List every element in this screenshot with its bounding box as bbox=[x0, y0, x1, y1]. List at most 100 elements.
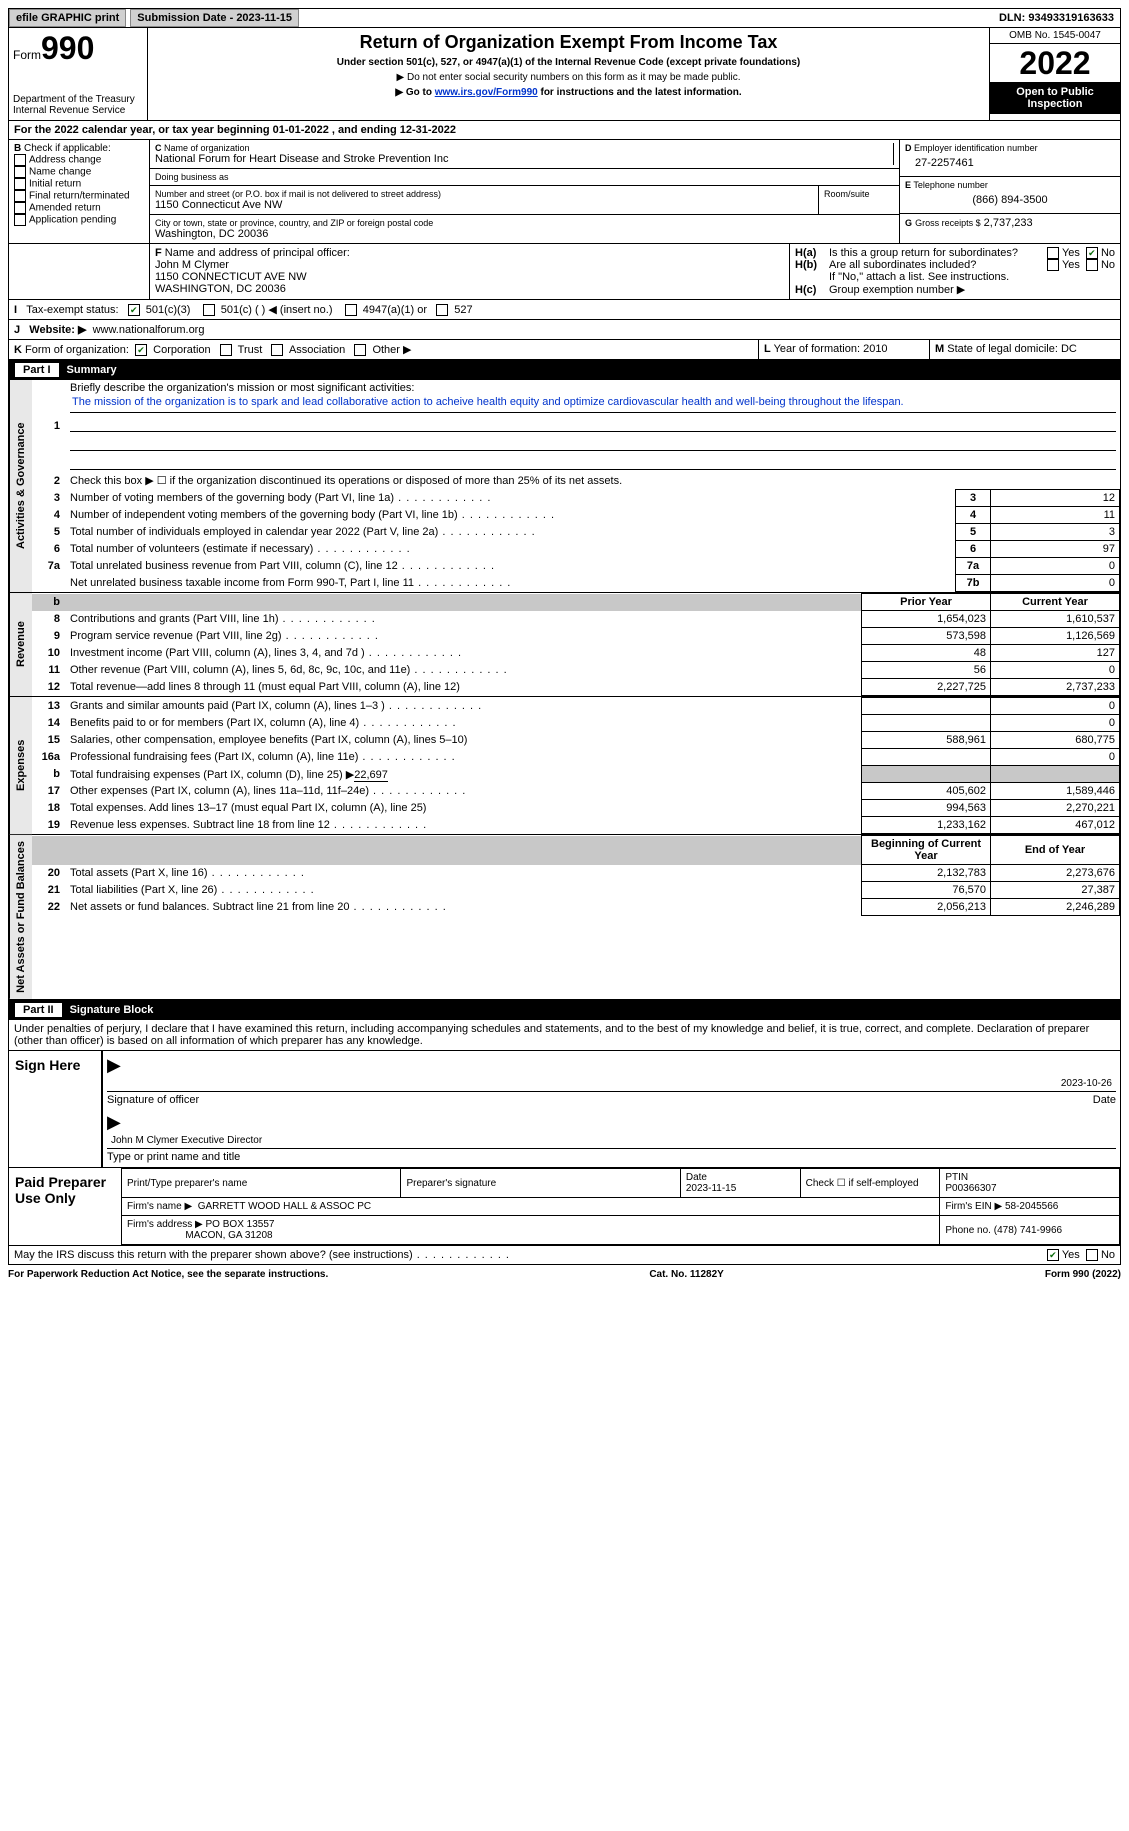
p18: 994,563 bbox=[862, 800, 991, 817]
c13: 0 bbox=[991, 698, 1120, 715]
fundraising-exp: 22,697 bbox=[354, 769, 388, 782]
corp-checkbox[interactable] bbox=[135, 344, 147, 356]
paid-preparer-label: Paid Preparer Use Only bbox=[9, 1168, 121, 1245]
trust-checkbox[interactable] bbox=[220, 344, 232, 356]
entity-block: B Check if applicable: Address change Na… bbox=[8, 140, 1121, 244]
other-checkbox[interactable] bbox=[354, 344, 366, 356]
ha-yes-checkbox[interactable] bbox=[1047, 247, 1059, 259]
part-i-header: Part I Summary bbox=[8, 360, 1121, 380]
room-suite-label: Room/suite bbox=[819, 186, 899, 214]
revenue-side-label: Revenue bbox=[9, 593, 32, 696]
submission-date: Submission Date - 2023-11-15 bbox=[130, 9, 299, 27]
part-ii-header: Part II Signature Block bbox=[8, 1000, 1121, 1020]
officer-addr1: 1150 CONNECTICUT AVE NW bbox=[155, 271, 784, 283]
c19: 467,012 bbox=[991, 817, 1120, 834]
ha-no-checkbox[interactable] bbox=[1086, 247, 1098, 259]
ptin: P00366307 bbox=[945, 1183, 996, 1194]
p19: 1,233,162 bbox=[862, 817, 991, 834]
form-header: Form990 Department of the Treasury Inter… bbox=[8, 28, 1121, 121]
c9: 1,126,569 bbox=[991, 628, 1120, 645]
address-change-checkbox[interactable] bbox=[14, 154, 26, 166]
officer-name: John M Clymer bbox=[155, 259, 784, 271]
p22: 2,056,213 bbox=[862, 899, 991, 916]
assoc-checkbox[interactable] bbox=[271, 344, 283, 356]
netassets-side-label: Net Assets or Fund Balances bbox=[9, 835, 32, 999]
c17: 1,589,446 bbox=[991, 783, 1120, 800]
p10: 48 bbox=[862, 645, 991, 662]
c22: 2,246,289 bbox=[991, 899, 1120, 916]
netassets-section: Net Assets or Fund Balances Beginning of… bbox=[8, 835, 1121, 1000]
page-footer: For Paperwork Reduction Act Notice, see … bbox=[8, 1265, 1121, 1284]
ssn-note: ▶ Do not enter social security numbers o… bbox=[152, 72, 985, 83]
4947-checkbox[interactable] bbox=[345, 304, 357, 316]
c8: 1,610,537 bbox=[991, 611, 1120, 628]
hb-no-checkbox[interactable] bbox=[1086, 259, 1098, 271]
preparer-table: Print/Type preparer's name Preparer's si… bbox=[121, 1168, 1120, 1245]
527-checkbox[interactable] bbox=[436, 304, 448, 316]
discuss-no-checkbox[interactable] bbox=[1086, 1249, 1098, 1261]
form-subtitle: Under section 501(c), 527, or 4947(a)(1)… bbox=[152, 57, 985, 68]
expenses-side-label: Expenses bbox=[9, 697, 32, 834]
p20: 2,132,783 bbox=[862, 865, 991, 882]
website: www.nationalforum.org bbox=[93, 324, 205, 336]
v6: 97 bbox=[991, 541, 1120, 558]
c10: 127 bbox=[991, 645, 1120, 662]
name-change-checkbox[interactable] bbox=[14, 166, 26, 178]
firm-phone: (478) 741-9966 bbox=[994, 1225, 1062, 1236]
firm-ein: 58-2045566 bbox=[1005, 1201, 1058, 1212]
firm-name: GARRETT WOOD HALL & ASSOC PC bbox=[198, 1201, 371, 1212]
p21: 76,570 bbox=[862, 882, 991, 899]
tax-year: 2022 bbox=[990, 44, 1120, 82]
p16a bbox=[862, 749, 991, 766]
gross-receipts: 2,737,233 bbox=[984, 217, 1033, 229]
firm-addr2: MACON, GA 31208 bbox=[185, 1230, 272, 1241]
501c3-checkbox[interactable] bbox=[128, 304, 140, 316]
v4: 11 bbox=[991, 507, 1120, 524]
org-city: Washington, DC 20036 bbox=[155, 228, 894, 240]
irs-link[interactable]: www.irs.gov/Form990 bbox=[435, 87, 538, 98]
mission: The mission of the organization is to sp… bbox=[70, 394, 1116, 413]
paperwork-notice: For Paperwork Reduction Act Notice, see … bbox=[8, 1269, 328, 1280]
dept-treasury: Department of the Treasury bbox=[13, 94, 143, 105]
501c-checkbox[interactable] bbox=[203, 304, 215, 316]
top-bar: efile GRAPHIC print Submission Date - 20… bbox=[8, 8, 1121, 28]
hb-yes-checkbox[interactable] bbox=[1047, 259, 1059, 271]
c20: 2,273,676 bbox=[991, 865, 1120, 882]
form-footer: Form 990 (2022) bbox=[1045, 1269, 1121, 1280]
org-name: National Forum for Heart Disease and Str… bbox=[155, 153, 893, 165]
sig-date: 2023-10-26 bbox=[1061, 1078, 1112, 1089]
omb-number: OMB No. 1545-0047 bbox=[990, 28, 1120, 44]
instructions-note: ▶ Go to www.irs.gov/Form990 for instruct… bbox=[152, 87, 985, 98]
efile-print-button[interactable]: efile GRAPHIC print bbox=[9, 9, 126, 27]
officer-addr2: WASHINGTON, DC 20036 bbox=[155, 283, 784, 295]
firm-addr1: PO BOX 13557 bbox=[206, 1219, 275, 1230]
discuss-yes-checkbox[interactable] bbox=[1047, 1249, 1059, 1261]
line-a-text: For the 2022 calendar year, or tax year … bbox=[14, 124, 456, 136]
prep-date: 2023-11-15 bbox=[686, 1183, 736, 1194]
form-prefix: Form bbox=[13, 48, 41, 62]
form-number: 990 bbox=[41, 30, 94, 66]
final-return-checkbox[interactable] bbox=[14, 190, 26, 202]
p8: 1,654,023 bbox=[862, 611, 991, 628]
initial-return-checkbox[interactable] bbox=[14, 178, 26, 190]
p13 bbox=[862, 698, 991, 715]
ein: 27-2257461 bbox=[905, 153, 1115, 173]
line-b: B Check if applicable: Address change Na… bbox=[9, 140, 150, 243]
application-pending-checkbox[interactable] bbox=[14, 214, 26, 226]
sign-here-label: Sign Here bbox=[9, 1051, 101, 1167]
v3: 12 bbox=[991, 490, 1120, 507]
line-a: For the 2022 calendar year, or tax year … bbox=[8, 121, 1121, 140]
p14 bbox=[862, 715, 991, 732]
expenses-section: Expenses 13Grants and similar amounts pa… bbox=[8, 697, 1121, 835]
activities-section: Activities & Governance 1 Briefly descri… bbox=[8, 380, 1121, 593]
year-formation: 2010 bbox=[863, 343, 887, 355]
c14: 0 bbox=[991, 715, 1120, 732]
v5: 3 bbox=[991, 524, 1120, 541]
c21: 27,387 bbox=[991, 882, 1120, 899]
p17: 405,602 bbox=[862, 783, 991, 800]
officer-block: F Name and address of principal officer:… bbox=[8, 244, 1121, 300]
state-domicile: DC bbox=[1061, 343, 1077, 355]
v7b: 0 bbox=[991, 575, 1120, 592]
amended-return-checkbox[interactable] bbox=[14, 202, 26, 214]
open-to-public: Open to Public Inspection bbox=[990, 82, 1120, 114]
